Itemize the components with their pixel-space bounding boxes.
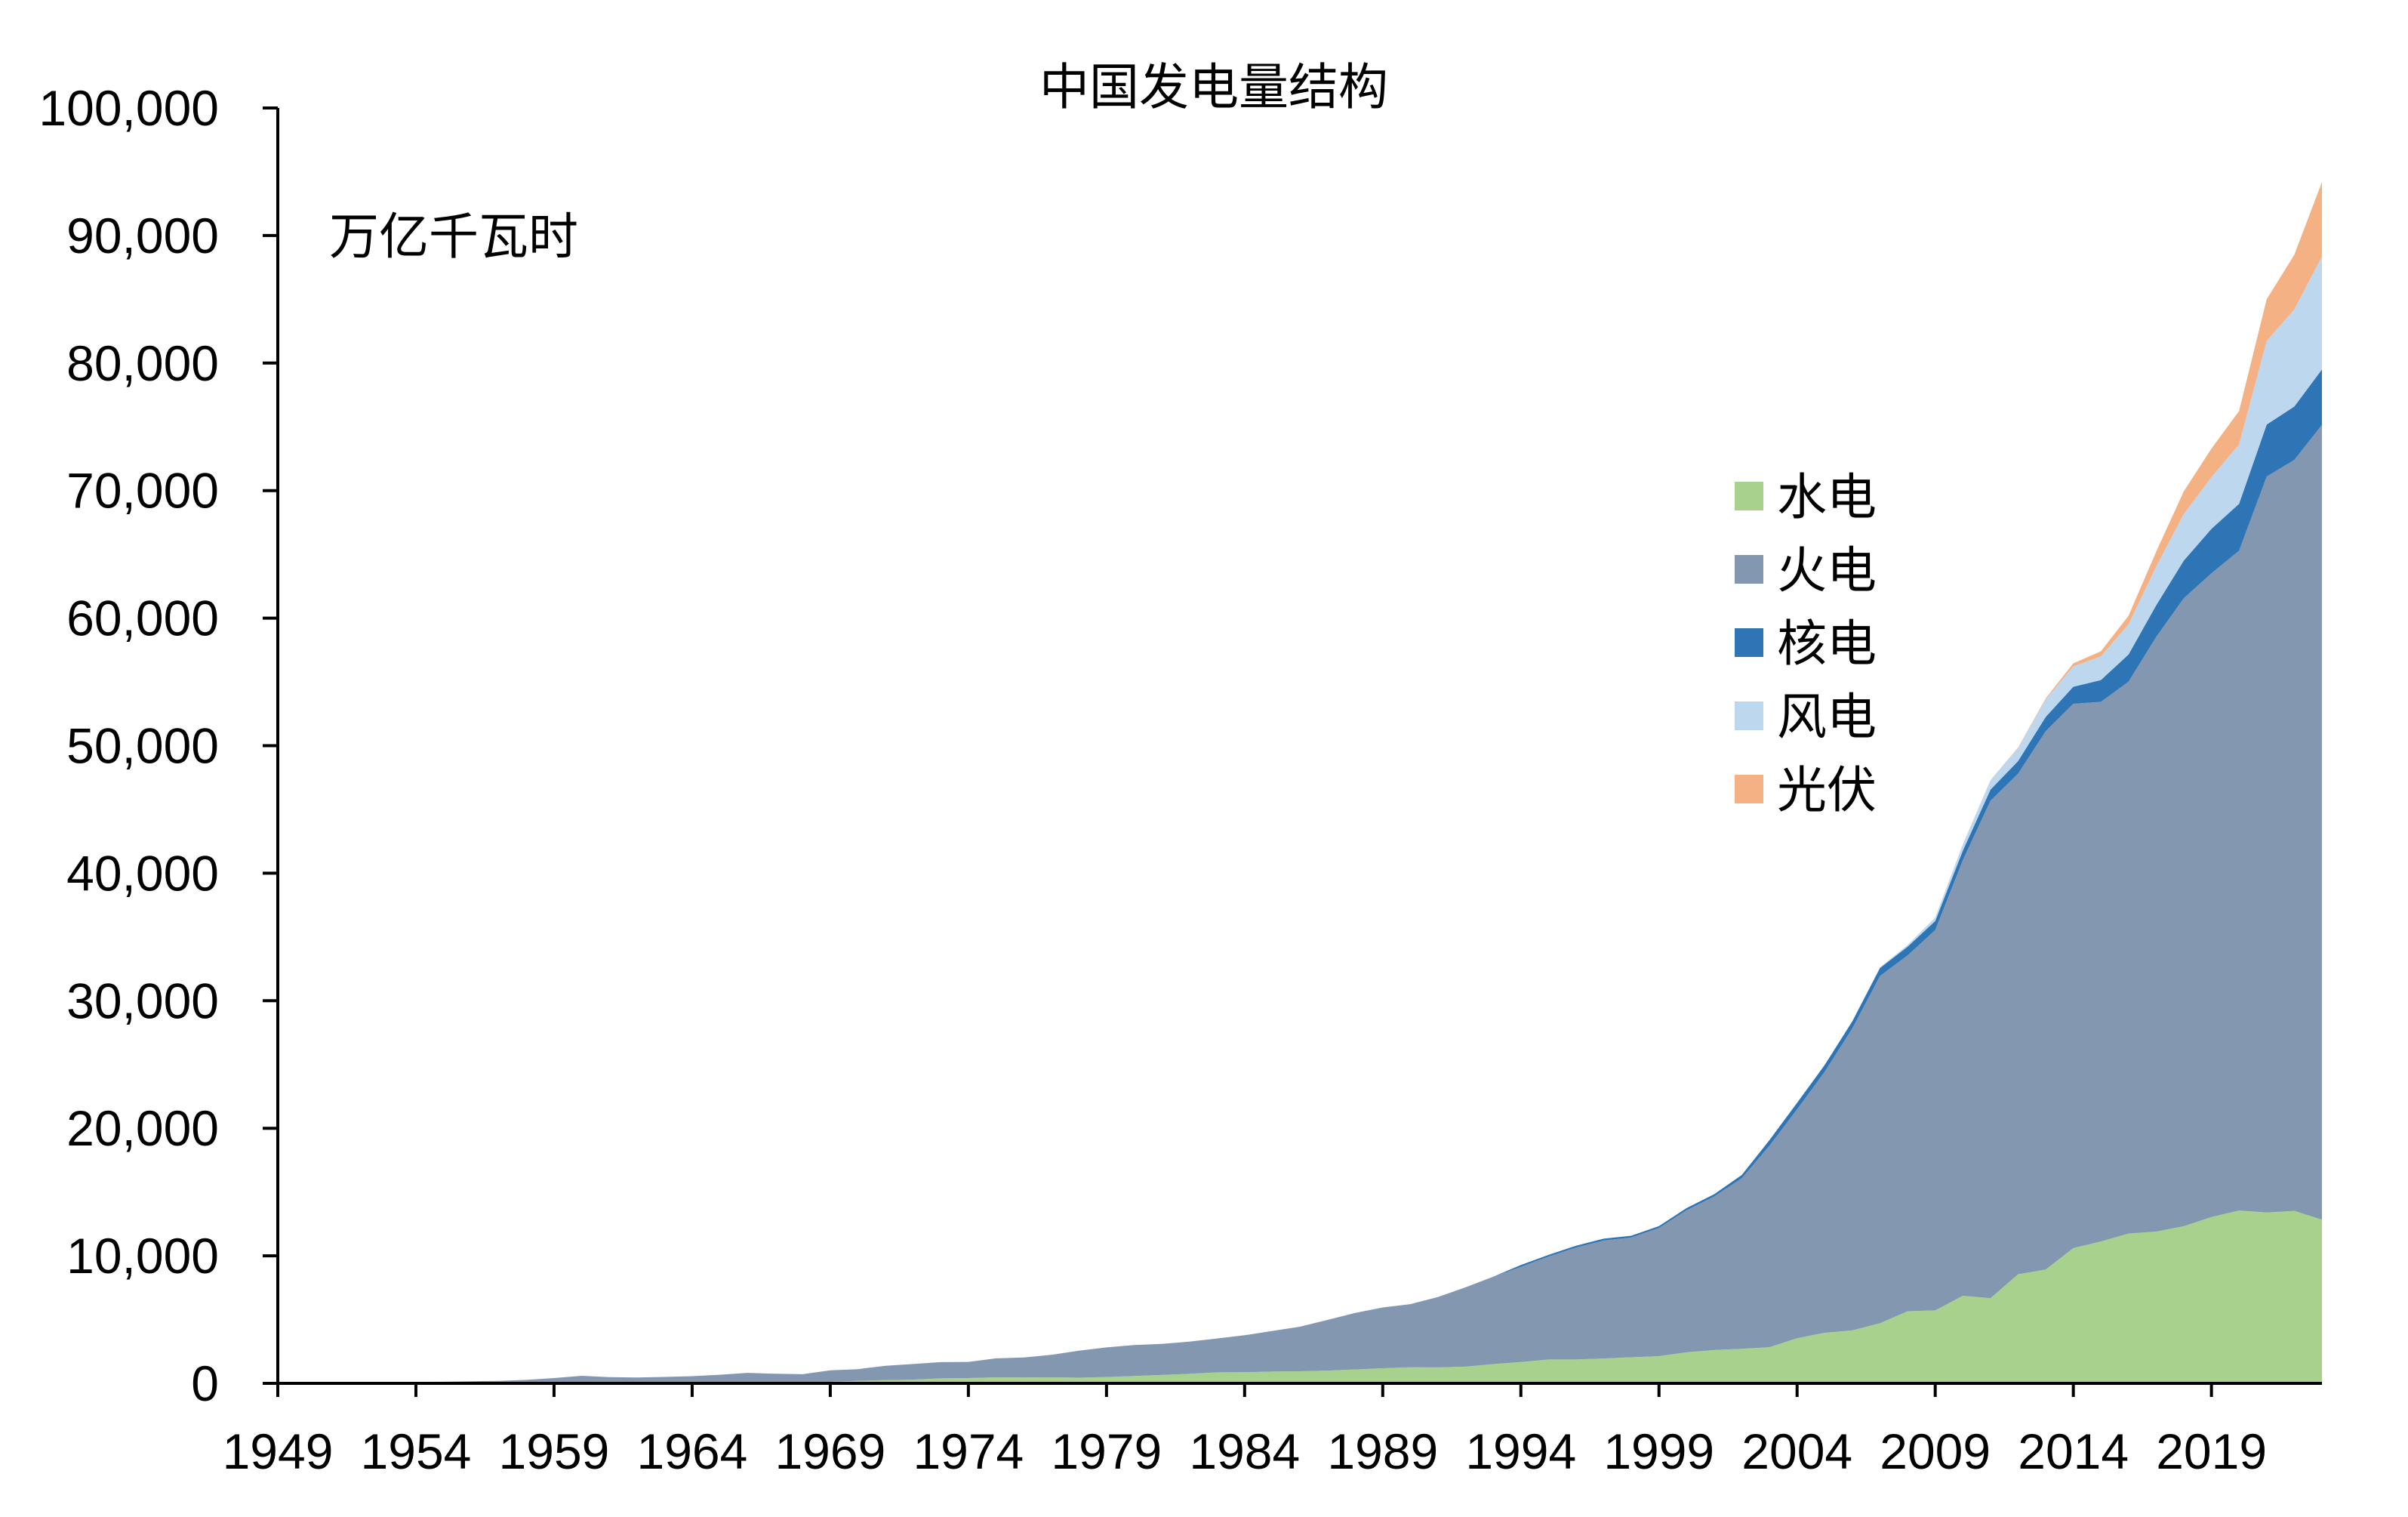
y-tick-label: 60,000 — [66, 590, 219, 646]
x-tick-label: 2019 — [2156, 1423, 2267, 1479]
legend-swatch — [1735, 555, 1763, 584]
x-tick-label: 1979 — [1051, 1423, 1162, 1479]
x-tick-label: 2014 — [2018, 1423, 2129, 1479]
x-tick-label: 1949 — [223, 1423, 334, 1479]
y-tick-label: 50,000 — [66, 718, 219, 774]
x-tick-label: 2004 — [1741, 1423, 1852, 1479]
area-series-1 — [278, 1210, 2322, 1383]
legend-swatch — [1735, 482, 1763, 510]
legend-swatch — [1735, 775, 1763, 803]
y-tick-label: 90,000 — [66, 208, 219, 264]
y-tick-label: 70,000 — [66, 463, 219, 519]
legend-label: 核电 — [1777, 615, 1877, 673]
stacked-area-layers — [278, 182, 2322, 1383]
chart-title: 中国发电量结构 — [1039, 58, 1388, 116]
y-tick-label: 80,000 — [66, 335, 219, 391]
legend-swatch — [1735, 628, 1763, 657]
legend-label: 水电 — [1777, 468, 1877, 526]
y-tick-label: 30,000 — [66, 973, 219, 1028]
axes: 0 10,000 20,000 30,000 40,000 50,000 60,000 70,… — [38, 80, 2322, 1479]
x-tick-label: 1989 — [1327, 1423, 1438, 1479]
x-tick-label: 1974 — [913, 1423, 1024, 1479]
unit-label: 万亿千瓦时 — [329, 208, 578, 266]
x-tick-label: 1984 — [1189, 1423, 1300, 1479]
y-tick-label: 100,000 — [38, 80, 219, 136]
y-ticks: 0 10,000 20,000 30,000 40,000 50,000 60,000 70,… — [38, 80, 278, 1411]
x-tick-label: 2009 — [1880, 1423, 1991, 1479]
legend-label: 火电 — [1777, 541, 1877, 600]
y-tick-label: 20,000 — [66, 1100, 219, 1156]
legend-label: 风电 — [1777, 688, 1877, 746]
x-tick-label: 1999 — [1603, 1423, 1714, 1479]
y-tick-label: 0 — [191, 1355, 219, 1411]
x-tick-label: 1954 — [361, 1423, 472, 1479]
x-tick-label: 1964 — [637, 1423, 748, 1479]
area-series-2 — [278, 424, 2322, 1383]
legend-label: 光伏 — [1777, 761, 1877, 819]
legend-swatch — [1735, 701, 1763, 730]
x-tick-label: 1994 — [1465, 1423, 1576, 1479]
y-tick-label: 40,000 — [66, 845, 219, 901]
x-tick-label: 1959 — [499, 1423, 610, 1479]
x-ticks: 1949 1954 1959 1964 1969 1974 1979 1984 1989 1994… — [223, 1383, 2267, 1479]
x-tick-label: 1969 — [774, 1423, 885, 1479]
y-tick-label: 10,000 — [66, 1228, 219, 1284]
